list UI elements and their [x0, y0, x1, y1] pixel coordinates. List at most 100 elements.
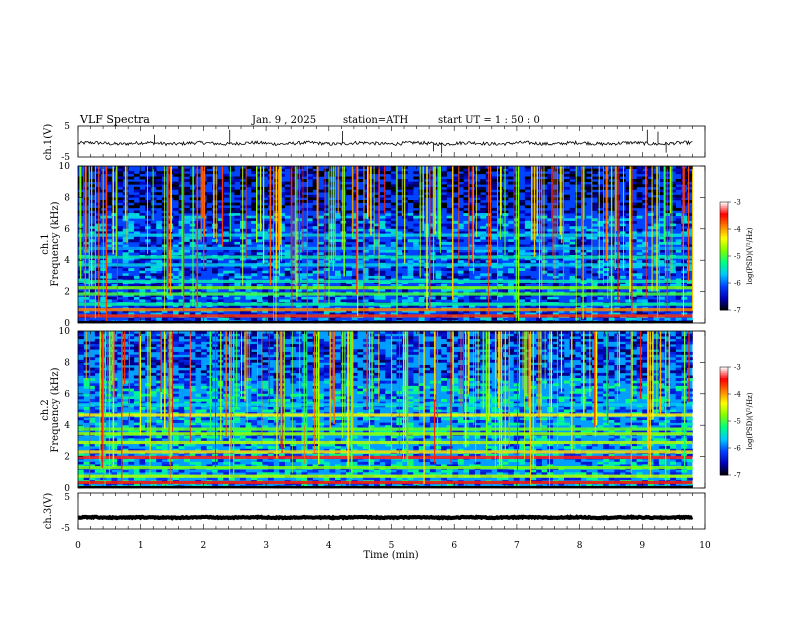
spectrogram-cell [419, 299, 425, 302]
spectrogram-cell [179, 378, 185, 381]
spectrogram-cell [447, 260, 453, 263]
spectrogram-cell [681, 273, 687, 276]
ch1-ylabel: ch.1(V) [43, 124, 54, 161]
spectrogram-cell [369, 242, 375, 245]
spectrogram-cell [631, 391, 637, 394]
spectrogram-cell [290, 357, 296, 360]
spectrogram-cell [570, 182, 576, 185]
spectrogram-cell [128, 182, 134, 185]
spectrogram-cell [184, 299, 190, 302]
spectrogram-cell [229, 289, 235, 292]
spectrogram-cell [547, 271, 553, 274]
spectrogram-cell [341, 396, 347, 399]
spectrogram-cell [648, 169, 654, 172]
spectrogram-cell [318, 224, 324, 227]
spectrogram-cell [687, 365, 693, 368]
spectrogram-cell [430, 276, 436, 279]
spectrogram-cell [609, 318, 615, 321]
spectrogram-cell [408, 218, 414, 221]
spectrogram-cell [413, 344, 419, 347]
spectrogram-cell [307, 218, 313, 221]
spectrogram-cell [542, 344, 548, 347]
spectrogram-cell [592, 297, 598, 300]
spectrogram-cell [151, 336, 157, 339]
spectrogram-cell [346, 221, 352, 224]
spectrogram-cell [84, 297, 90, 300]
spectrogram-cell [156, 276, 162, 279]
spectrogram-cell [642, 200, 648, 203]
spectrogram-cell [620, 213, 626, 216]
spectrogram-cell [307, 378, 313, 381]
spectrogram-cell [564, 195, 570, 198]
spectrogram-cell [246, 260, 252, 263]
spectrogram-cell [207, 339, 213, 342]
spectrogram-cell [603, 318, 609, 321]
spectrogram-cell [508, 268, 514, 271]
spectrogram-cell [620, 250, 626, 253]
spectrogram-cell [620, 378, 626, 381]
spectrogram-cell [117, 229, 123, 232]
spectrogram-cell [547, 239, 553, 242]
spectrogram-cell [268, 389, 274, 392]
spectrogram-cell [408, 386, 414, 389]
spectrogram-cell [268, 391, 274, 394]
spectrogram-cell [307, 370, 313, 373]
spectrogram-cell [128, 250, 134, 253]
spectrogram-cell [676, 347, 682, 350]
spectrogram-cell [536, 318, 542, 321]
spectrogram-cell [441, 336, 447, 339]
spectrogram-cell [637, 299, 643, 302]
spectrogram-cell [637, 360, 643, 363]
spectrogram-cell [212, 211, 218, 214]
spectrogram-cell [625, 352, 631, 355]
spectrogram-cell [687, 224, 693, 227]
spectrogram-cell [676, 195, 682, 198]
spectrogram-cell [408, 331, 414, 334]
spectrogram-cell [676, 187, 682, 190]
spectral-band [78, 308, 692, 311]
spectrogram-cell [480, 169, 486, 172]
spectrogram-cell [207, 389, 213, 392]
spectrogram-cell [385, 362, 391, 365]
spectrogram-cell [598, 352, 604, 355]
spectrogram-cell [586, 352, 592, 355]
spectrogram-cell [195, 174, 201, 177]
spectrogram-cell [508, 289, 514, 292]
spectrogram-cell [609, 347, 615, 350]
spectrogram-cell [84, 386, 90, 389]
spectrogram-cell [525, 229, 531, 232]
spectrogram-cell [542, 347, 548, 350]
spectrogram-cell [341, 376, 347, 379]
spectrogram-cell [480, 208, 486, 211]
spectrogram-cell [195, 318, 201, 321]
spectrogram-cell [648, 171, 654, 174]
spectrogram-cell [207, 365, 213, 368]
spectrogram-cell [447, 362, 453, 365]
spectrogram-cell [251, 252, 257, 255]
spectrogram-cell [620, 389, 626, 392]
spectrogram-cell [184, 192, 190, 195]
spectrogram-cell [251, 250, 257, 253]
spectrogram-cell [598, 297, 604, 300]
spectrogram-cell [687, 376, 693, 379]
spectrogram-cell [257, 174, 263, 177]
spectrogram-cell [436, 334, 442, 337]
spectrogram-cell [598, 192, 604, 195]
spectrogram-cell [268, 318, 274, 321]
spectrogram-cell [676, 239, 682, 242]
spectrogram-cell [503, 289, 509, 292]
spectrogram-cell [285, 376, 291, 379]
spectrogram-cell [184, 208, 190, 211]
spectrogram-cell [139, 260, 145, 263]
spectrogram-cell [156, 179, 162, 182]
spectrogram-cell [631, 355, 637, 358]
spectrogram-cell [642, 250, 648, 253]
spectrogram-cell [670, 352, 676, 355]
spectrogram-cell [598, 177, 604, 180]
spectrogram-cell [184, 396, 190, 399]
spectrogram-cell [290, 378, 296, 381]
spectrogram-cell [547, 339, 553, 342]
spectrogram-cell [441, 386, 447, 389]
spectrogram-cell [447, 347, 453, 350]
